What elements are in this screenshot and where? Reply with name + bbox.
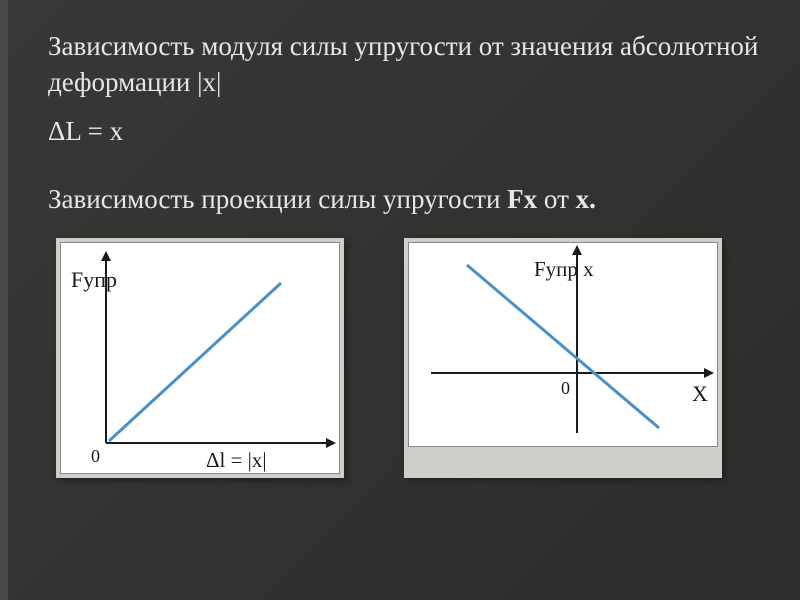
subtitle-bold1: Fx <box>507 184 537 214</box>
charts-row: Fупр Δl = |x| 0 Fупр x X 0 <box>48 238 760 478</box>
chart2-x-label: X <box>692 381 708 407</box>
chart1-y-label: Fупр <box>71 267 117 293</box>
slide-content: Зависимость модуля силы упругости от зна… <box>0 0 800 498</box>
chart1-origin-label: 0 <box>91 446 100 467</box>
title-text: Зависимость модуля силы упругости от зна… <box>48 28 760 101</box>
formula-text: ΔL = x <box>48 113 760 149</box>
subtitle-part2: от <box>537 184 575 214</box>
subtitle-bold2: х. <box>576 184 596 214</box>
chart1: Fупр Δl = |x| 0 <box>60 242 340 474</box>
accent-bar <box>0 0 8 600</box>
subtitle-part1: Зависимость проекции силы упругости <box>48 184 507 214</box>
chart1-x-label: Δl = |x| <box>206 448 267 473</box>
chart2-frame: Fупр x X 0 <box>404 238 722 478</box>
chart2: Fупр x X 0 <box>408 242 718 447</box>
chart1-frame: Fупр Δl = |x| 0 <box>56 238 344 478</box>
subtitle-text: Зависимость проекции силы упругости Fx о… <box>48 181 760 217</box>
chart2-y-label: Fупр x <box>534 257 594 282</box>
chart2-origin-label: 0 <box>561 378 570 399</box>
